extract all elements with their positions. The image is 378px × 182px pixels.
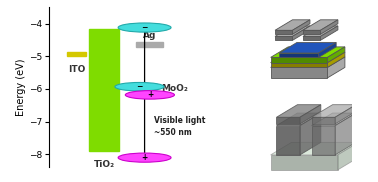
Polygon shape	[271, 155, 338, 170]
Text: TiO₂: TiO₂	[93, 160, 115, 169]
Polygon shape	[271, 52, 345, 63]
Polygon shape	[300, 105, 321, 124]
Polygon shape	[275, 36, 293, 40]
Text: −: −	[136, 82, 143, 91]
Text: Visible light
~550 nm: Visible light ~550 nm	[154, 116, 205, 137]
Circle shape	[125, 91, 174, 99]
Polygon shape	[275, 30, 293, 34]
Polygon shape	[271, 142, 358, 155]
Polygon shape	[321, 20, 338, 34]
Polygon shape	[335, 113, 356, 155]
Polygon shape	[279, 53, 319, 57]
Polygon shape	[276, 117, 300, 124]
Bar	[67, 52, 86, 56]
Circle shape	[115, 82, 164, 91]
Polygon shape	[321, 26, 338, 40]
Polygon shape	[311, 117, 335, 124]
Bar	[136, 42, 163, 47]
Polygon shape	[276, 113, 321, 126]
Y-axis label: Energy (eV): Energy (eV)	[16, 59, 26, 116]
Polygon shape	[311, 105, 356, 117]
Polygon shape	[335, 105, 356, 124]
Bar	[132, 84, 157, 89]
Polygon shape	[276, 126, 300, 155]
Circle shape	[118, 153, 171, 162]
Text: ITO: ITO	[68, 66, 85, 74]
Circle shape	[118, 23, 171, 32]
Polygon shape	[311, 126, 335, 155]
Text: +: +	[147, 90, 153, 99]
Polygon shape	[279, 43, 336, 53]
Polygon shape	[275, 20, 310, 30]
Polygon shape	[271, 67, 327, 78]
Polygon shape	[319, 43, 336, 57]
Text: Ag: Ag	[143, 31, 156, 40]
Polygon shape	[293, 20, 310, 34]
Polygon shape	[303, 26, 338, 36]
Polygon shape	[327, 47, 345, 63]
Polygon shape	[311, 113, 356, 126]
Polygon shape	[271, 63, 327, 67]
Polygon shape	[303, 20, 338, 30]
Text: +: +	[141, 153, 148, 162]
Polygon shape	[276, 105, 321, 117]
Polygon shape	[271, 57, 327, 63]
Polygon shape	[338, 142, 358, 170]
Polygon shape	[303, 36, 321, 40]
Polygon shape	[275, 26, 310, 36]
Text: MoO₂: MoO₂	[162, 84, 189, 93]
Polygon shape	[303, 30, 321, 34]
Polygon shape	[271, 47, 345, 57]
Text: −: −	[141, 23, 148, 32]
Polygon shape	[327, 52, 345, 67]
Polygon shape	[271, 57, 345, 67]
Polygon shape	[327, 57, 345, 78]
Polygon shape	[293, 26, 310, 40]
Bar	[89, 29, 119, 151]
Polygon shape	[300, 113, 321, 155]
